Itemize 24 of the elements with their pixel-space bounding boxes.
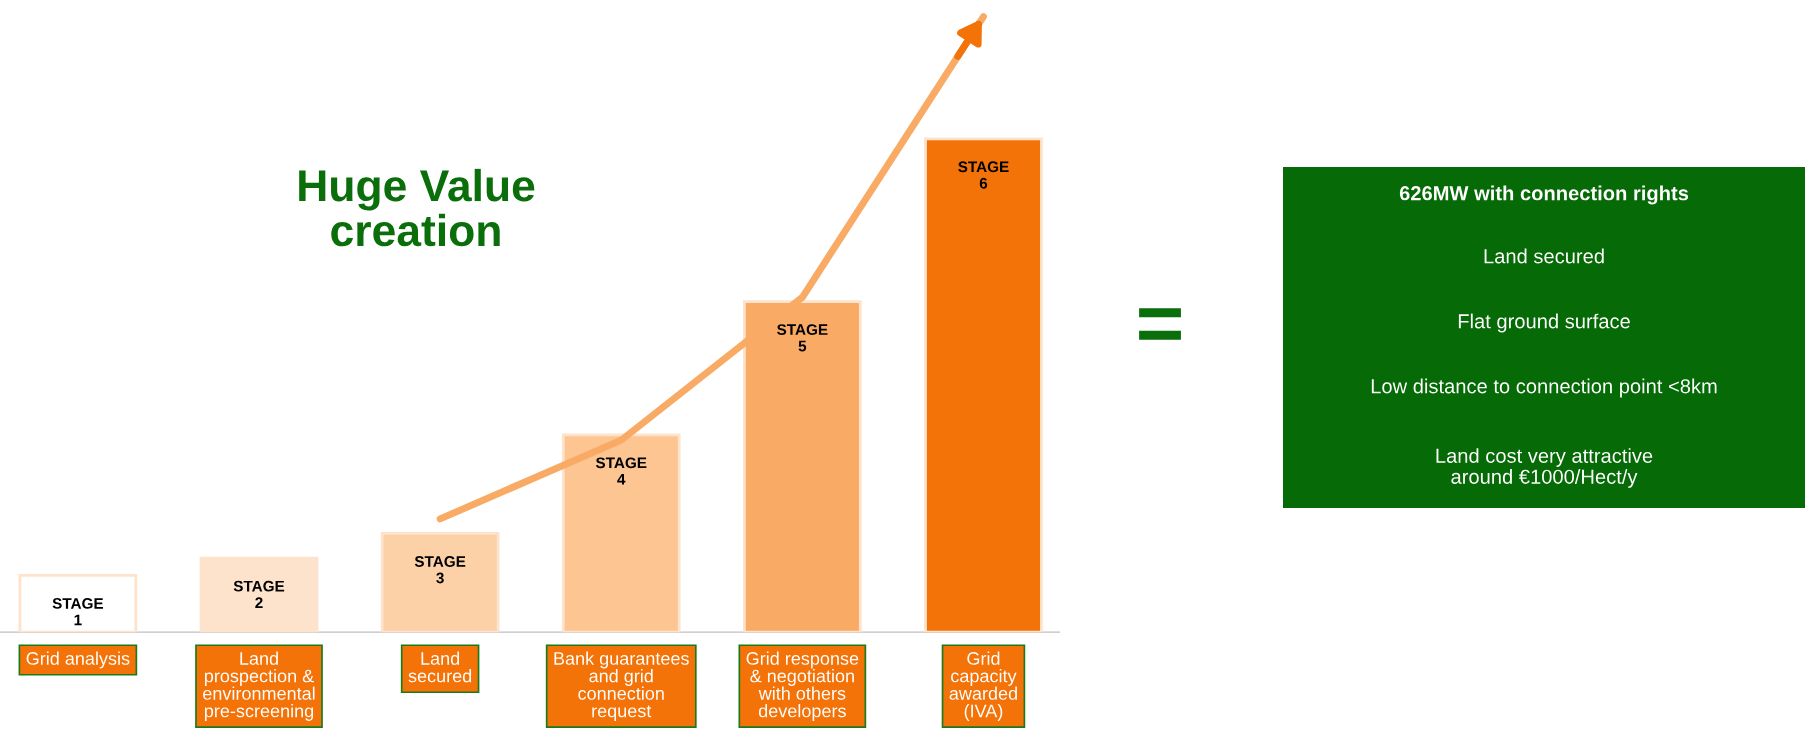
text: Huge Value creation [299, 168, 535, 247]
x-tick-label: Grid analysis [26, 651, 130, 669]
annotation: STAGE 4 [595, 457, 647, 485]
text: Land cost very attractive around €1000/Hect/y [1436, 448, 1653, 488]
text: 626MW with connection rights [1399, 185, 1689, 205]
bar [18, 574, 138, 633]
x-tick-label: Grid capacity awarded (IVA) [949, 651, 1017, 721]
x-tick-label: Land secured [408, 651, 472, 683]
annotation: STAGE 5 [777, 324, 828, 352]
annotation: STAGE 1 [52, 598, 104, 626]
bar [199, 556, 319, 633]
text: Low distance to connection point <8km [1371, 378, 1717, 398]
text: Land secured [1484, 248, 1604, 264]
bar [561, 433, 681, 633]
bar [924, 137, 1043, 633]
annotation: STAGE 2 [233, 580, 285, 608]
x-tick-label: Bank guarantees and grid connection request [554, 651, 689, 721]
x-tick-label: Land prospection & environmental pre-screening [203, 651, 315, 721]
text: = [1139, 308, 1181, 340]
x-tick-label: Grid response & negotiation with others developers [746, 651, 859, 721]
bar [380, 532, 500, 633]
annotation: STAGE 3 [414, 556, 466, 584]
text: Flat ground surface [1458, 313, 1630, 333]
annotation: STAGE 6 [958, 161, 1009, 189]
